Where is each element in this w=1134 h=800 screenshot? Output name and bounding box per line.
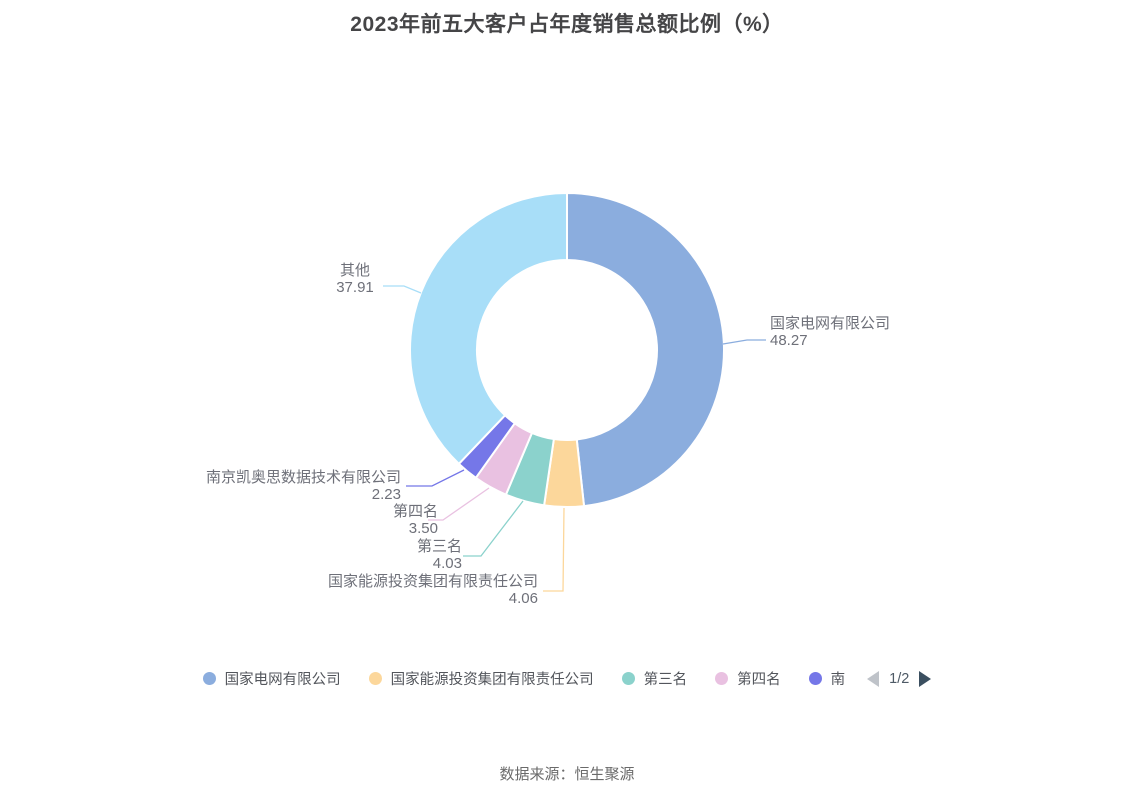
legend-pager: 1/2 bbox=[867, 670, 932, 687]
legend-dot-icon bbox=[621, 672, 635, 685]
slice-label-value: 3.50 bbox=[408, 520, 438, 537]
slice-label-guojiadianwang: 国家电网有限公司 48.27 bbox=[770, 315, 890, 349]
slice-label-name: 国家电网有限公司 bbox=[770, 315, 891, 332]
slice-label-value: 4.06 bbox=[508, 590, 538, 607]
legend-item-disanming[interactable]: 第三名 bbox=[621, 668, 688, 689]
label-leader-line-4 bbox=[406, 469, 465, 487]
data-source-note: 数据来源：恒生聚源 bbox=[499, 766, 635, 783]
slice-label-qita: 其他 37.91 bbox=[305, 262, 405, 296]
slice-label-value: 48.27 bbox=[770, 332, 808, 349]
slice-label-value: 4.03 bbox=[432, 555, 462, 572]
slice-label-guojianengyuan: 国家能源投资集团有限责任公司 4.06 bbox=[308, 573, 538, 607]
legend-item-label: 第三名 bbox=[643, 672, 688, 688]
chart-title: 2023年前五大客户占年度销售总额比例（%） bbox=[350, 13, 784, 36]
legend-item-guojianengyuan[interactable]: 国家能源投资集团有限责任公司 bbox=[368, 668, 594, 689]
slice-label-name: 第四名 bbox=[392, 503, 438, 520]
label-leader-line-5 bbox=[383, 285, 422, 294]
legend-next-page-icon[interactable] bbox=[919, 670, 932, 687]
pie-slice-0[interactable] bbox=[566, 191, 725, 508]
slice-label-value: 2.23 bbox=[371, 486, 401, 503]
slice-label-disiming: 第四名 3.50 bbox=[308, 503, 438, 537]
legend-dot-icon bbox=[368, 672, 382, 685]
slice-label-value: 37.91 bbox=[336, 279, 374, 296]
legend-item-guojiadianwang[interactable]: 国家电网有限公司 bbox=[202, 668, 341, 689]
legend-item-label: 国家电网有限公司 bbox=[224, 672, 341, 688]
legend-item-nanjing-truncated[interactable]: 南 bbox=[808, 668, 846, 689]
legend-prev-page-icon[interactable] bbox=[867, 670, 880, 687]
label-leader-line-2 bbox=[463, 500, 524, 557]
legend-dot-icon bbox=[202, 672, 216, 685]
legend-dot-icon bbox=[808, 672, 822, 685]
label-leader-line-3 bbox=[428, 487, 490, 521]
slice-label-nanjingkaiaosi: 南京凯奥思数据技术有限公司 2.23 bbox=[171, 469, 401, 503]
legend-item-label: 第四名 bbox=[737, 672, 781, 688]
label-leader-line-0 bbox=[722, 339, 766, 345]
slice-label-name: 第三名 bbox=[416, 538, 462, 555]
label-leader-line-1 bbox=[543, 507, 565, 592]
pie-slice-5[interactable] bbox=[409, 191, 568, 466]
legend-dot-icon bbox=[715, 672, 729, 685]
legend: 国家电网有限公司 国家能源投资集团有限责任公司 第三名 第四名 南 1/2 bbox=[0, 668, 1134, 689]
slice-label-disanming: 第三名 4.03 bbox=[332, 538, 462, 572]
slice-label-name: 其他 bbox=[339, 262, 370, 279]
slice-label-name: 国家能源投资集团有限责任公司 bbox=[327, 573, 538, 590]
legend-item-disiming[interactable]: 第四名 bbox=[715, 668, 781, 689]
slice-label-name: 南京凯奥思数据技术有限公司 bbox=[205, 469, 401, 486]
legend-page-indicator: 1/2 bbox=[889, 670, 910, 687]
legend-item-label: 国家能源投资集团有限责任公司 bbox=[390, 672, 594, 688]
legend-item-label: 南 bbox=[830, 672, 846, 688]
